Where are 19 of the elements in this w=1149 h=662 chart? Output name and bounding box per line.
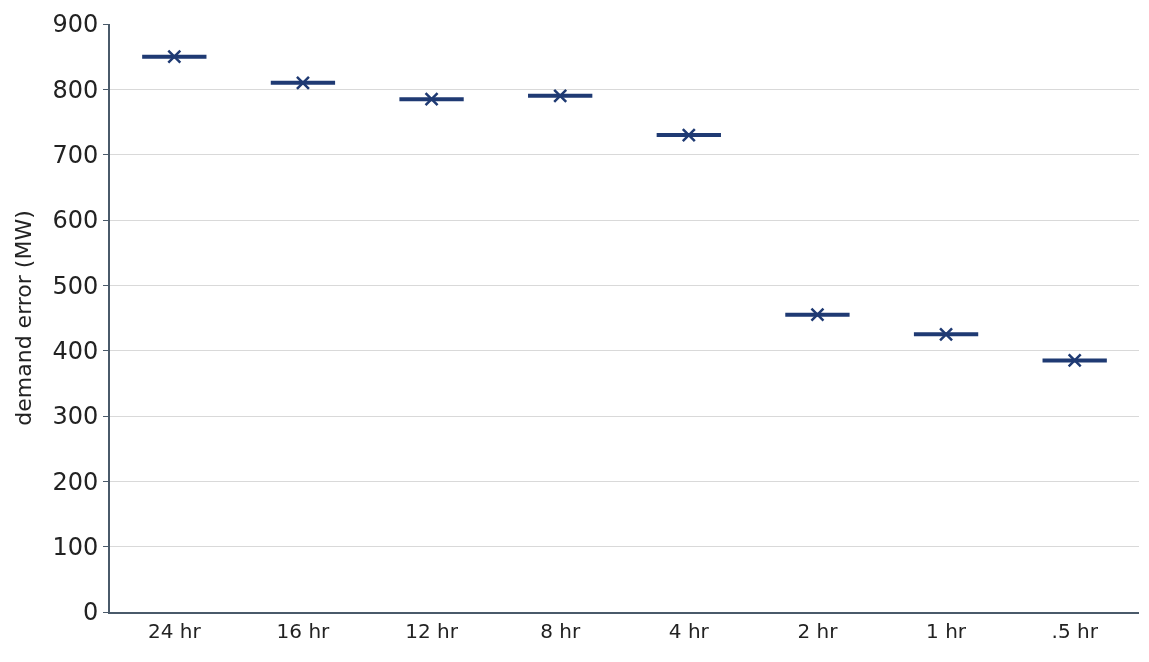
x-tick-label: .5 hr — [1051, 619, 1099, 643]
x-tick-label: 16 hr — [276, 619, 331, 643]
x-tick-label: 4 hr — [668, 619, 710, 643]
x-tick-label: 8 hr — [540, 619, 581, 643]
y-tick-label: 400 — [52, 337, 99, 366]
y-tick-label: 0 — [82, 598, 99, 627]
y-tick-label: 900 — [52, 10, 99, 39]
y-tick-label: 800 — [52, 75, 99, 104]
x-tick-label: 2 hr — [797, 619, 839, 643]
x-tick-label: 12 hr — [405, 619, 459, 643]
y-tick-label: 200 — [52, 467, 99, 496]
y-axis-title: demand error (MW) — [10, 210, 36, 426]
y-tick-label: 700 — [52, 141, 99, 170]
x-tick-label: 1 hr — [926, 619, 967, 643]
y-tick-label: 300 — [52, 402, 99, 431]
y-tick-label: 100 — [52, 533, 99, 562]
y-tick-label: 600 — [52, 206, 99, 235]
x-tick-label: 24 hr — [147, 619, 202, 643]
y-tick-label: 500 — [52, 271, 99, 300]
